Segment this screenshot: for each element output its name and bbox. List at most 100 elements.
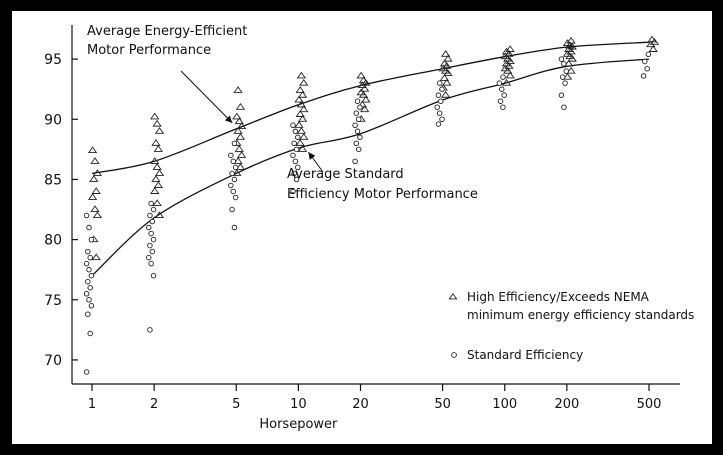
standard-efficiency-average-curve	[91, 58, 650, 277]
standard-efficiency-point	[355, 116, 362, 123]
standard-efficiency-point	[436, 110, 443, 116]
standard-efficiency-point	[357, 134, 363, 141]
annotation-text: Efficiency Motor Performance	[287, 187, 478, 202]
standard-efficiency-point	[83, 260, 90, 267]
standard-efficiency-point	[231, 224, 238, 231]
annotation-text: Motor Performance	[87, 43, 211, 58]
x-tick-label: 50	[434, 397, 451, 412]
high-efficiency-point	[151, 175, 161, 182]
high-efficiency-point	[505, 57, 515, 64]
standard-efficiency-point	[230, 188, 236, 195]
y-tick-label: 90	[44, 112, 62, 128]
high-efficiency-point	[649, 38, 660, 45]
legend-label: minimum energy efficiency standards	[467, 308, 694, 322]
standard-efficiency-point	[500, 74, 506, 80]
y-tick-label: 95	[44, 52, 62, 68]
annotation-text: Average Standard	[287, 167, 404, 182]
standard-efficiency-point	[229, 170, 235, 177]
high-efficiency-point	[296, 100, 307, 108]
high-efficiency-point	[299, 78, 309, 86]
high-efficiency-point	[299, 105, 309, 113]
high-efficiency-point	[87, 146, 98, 154]
standard-efficiency-point	[292, 158, 299, 165]
high-efficiency-point	[566, 36, 576, 44]
standard-efficiency-point	[642, 58, 648, 65]
high-efficiency-point	[91, 187, 101, 194]
standard-efficiency-point	[149, 248, 156, 255]
standard-efficiency-point	[145, 254, 152, 261]
standard-efficiency-point	[85, 248, 91, 255]
x-tick-label: 5	[232, 397, 240, 412]
standard-efficiency-point	[290, 188, 296, 195]
x-tick-label: 20	[352, 397, 369, 412]
axes: 70 75 80 85 90 95 1 2 5 10 20 50 100 200 500 Horsepower	[44, 25, 680, 432]
standard-efficiency-point	[500, 104, 506, 110]
legend-triangle-symbol	[448, 292, 458, 300]
high-efficiency-point	[358, 90, 369, 98]
high-efficiency-point	[151, 139, 161, 146]
high-efficiency-point	[299, 133, 309, 140]
standard-efficiency-point	[148, 260, 154, 267]
standard-efficiency-point	[438, 98, 444, 104]
standard-efficiency-point	[85, 278, 91, 285]
high-efficiency-point	[152, 119, 162, 127]
standard-efficiency-point	[232, 164, 239, 171]
standard-efficiency-point	[354, 128, 361, 135]
standard-efficiency-point	[293, 176, 300, 183]
high-efficiency-point	[232, 169, 242, 176]
high-efficiency-point	[234, 145, 244, 152]
high-efficiency-point	[504, 50, 514, 57]
standard-efficiency-point	[355, 146, 362, 153]
standard-efficiency-point	[644, 65, 650, 72]
high-efficiency-point	[152, 163, 162, 170]
scatter-points	[83, 35, 660, 375]
standard-efficiency-point	[435, 92, 442, 98]
standard-efficiency-point	[147, 242, 153, 249]
standard-efficiency-point	[145, 224, 152, 231]
chart-canvas: 70 75 80 85 90 95 1 2 5 10 20 50 100 200 500 Horsepower…	[44, 24, 694, 432]
x-tick-label: 10	[290, 397, 307, 412]
high-efficiency-point	[361, 78, 371, 86]
high-efficiency-point	[295, 139, 305, 146]
standard-efficiency-point	[150, 272, 157, 279]
chart-panel: 70 75 80 85 90 95 1 2 5 10 20 50 100 200 500 Horsepower…	[12, 11, 712, 444]
high-efficiency-point	[505, 45, 515, 52]
high-efficiency-point	[504, 62, 514, 69]
high-efficiency-point	[646, 40, 656, 48]
high-efficiency-point	[150, 112, 160, 120]
standard-efficiency-point	[562, 80, 568, 86]
high-efficiency-point	[91, 253, 101, 261]
annotation-arrowhead	[308, 152, 316, 160]
standard-efficiency-point	[149, 218, 156, 225]
high-efficiency-point	[442, 78, 452, 86]
standard-efficiency-point	[354, 98, 361, 104]
standard-efficiency-point	[86, 266, 92, 273]
x-tick-label: 100	[492, 397, 517, 412]
high-efficiency-point	[154, 127, 165, 134]
high-efficiency-point	[503, 66, 513, 74]
standard-efficiency-point	[563, 68, 570, 74]
standard-efficiency-point	[295, 164, 301, 171]
standard-efficiency-point	[290, 122, 296, 129]
high-efficiency-point	[233, 86, 243, 93]
legend-item-high-efficiency: High Efficiency/Exceeds NEMA minimum ener…	[448, 290, 694, 322]
y-tick-label: 70	[44, 353, 62, 369]
high-efficiency-point	[356, 71, 366, 79]
high-efficiency-point	[92, 169, 103, 176]
high-efficiency-point	[505, 71, 515, 79]
standard-efficiency-point	[86, 224, 92, 231]
standard-efficiency-point	[496, 80, 503, 86]
standard-efficiency-point	[87, 330, 93, 337]
standard-efficiency-point	[439, 116, 445, 123]
high-efficiency-point	[361, 95, 371, 103]
high-efficiency-point	[296, 127, 307, 134]
standard-efficiency-point	[87, 254, 93, 261]
high-efficiency-point	[648, 45, 658, 52]
high-efficiency-point	[567, 54, 577, 62]
standard-efficiency-point	[148, 200, 154, 207]
high-efficiency-point	[567, 42, 577, 50]
high-efficiency-point	[443, 69, 453, 77]
standard-efficiency-point	[352, 158, 358, 165]
high-efficiency-point	[296, 71, 307, 79]
legend: High Efficiency/Exceeds NEMA minimum ener…	[448, 290, 694, 362]
